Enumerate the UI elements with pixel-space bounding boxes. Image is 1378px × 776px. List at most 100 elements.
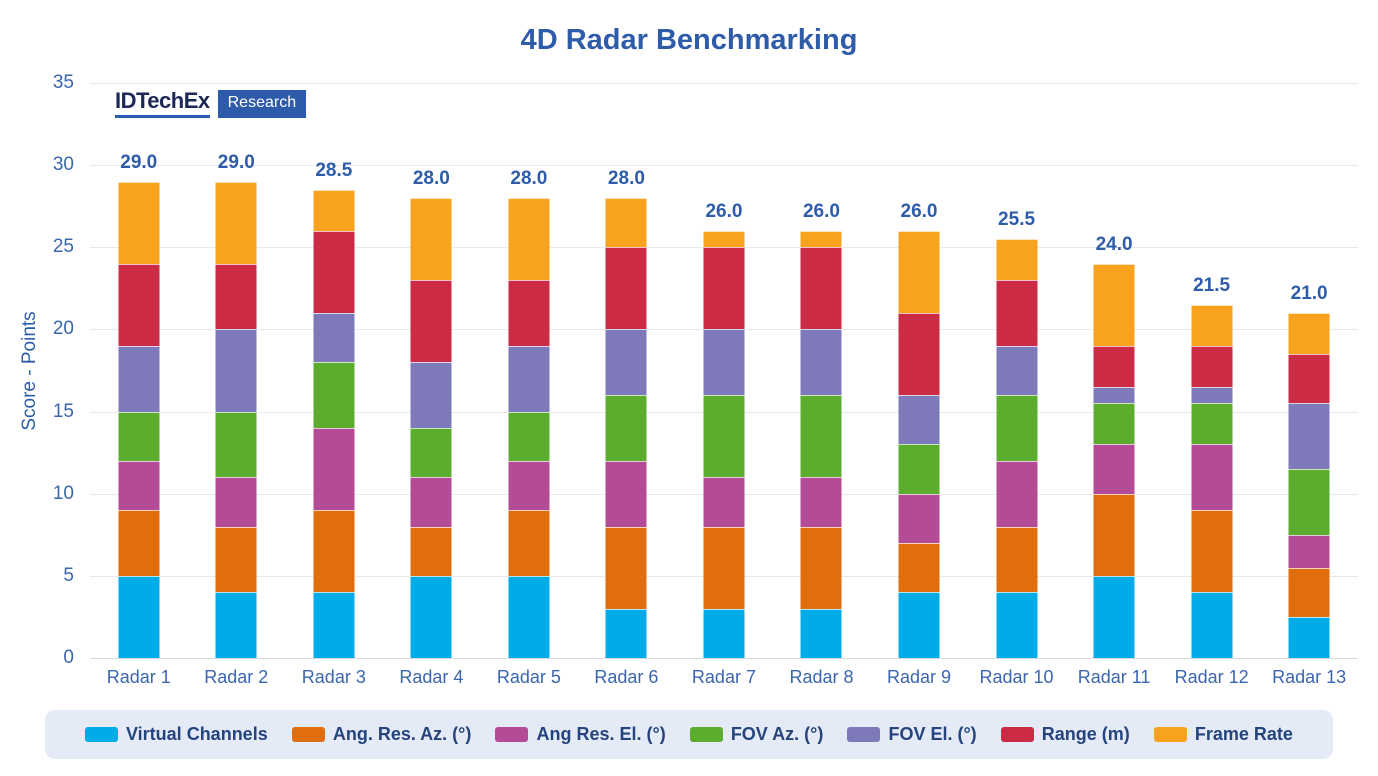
bar-segment [313, 313, 355, 363]
x-axis-label-1: Radar 1 [106, 667, 171, 687]
bar-segment [1093, 403, 1135, 445]
bar-segment [1191, 304, 1233, 346]
y-tick-label-20: 20 [52, 318, 74, 340]
bar-segment [898, 493, 940, 544]
idtechex-research-badge: Research [217, 90, 307, 118]
x-axis-label-3: Radar 3 [301, 667, 366, 687]
chart-title: 4D Radar Benchmarking [520, 24, 858, 56]
bar-segment [410, 477, 452, 527]
legend-label: Frame Rate [1194, 724, 1293, 744]
bar-columns: 29.0 29.0 28.5 28.0 28.0 28.0 26.0 26.0 26.0 25.5… [90, 83, 1358, 658]
stacked-bar-3 [313, 83, 355, 658]
bar-segment [1288, 567, 1330, 617]
bar-total-label: 29.0 [120, 151, 158, 173]
bar-segment [898, 395, 940, 445]
bar-segment [313, 510, 355, 593]
bar-segment [1191, 444, 1233, 511]
bar-segment [703, 395, 745, 478]
bar-column-3: 28.5 [285, 83, 383, 658]
x-axis-label-13: Radar 13 [1272, 667, 1347, 687]
bar-segment [508, 198, 550, 281]
bar-segment [1093, 263, 1135, 346]
bar-segment [215, 526, 257, 593]
bar-segment [508, 575, 550, 658]
bar-segment [703, 247, 745, 330]
bar-segment [313, 189, 355, 231]
bar-segment [1288, 616, 1330, 658]
x-axis-label-9: Radar 9 [886, 667, 952, 687]
legend-label: Ang. Res. Az. (°) [332, 724, 472, 744]
bar-segment [1288, 469, 1330, 535]
y-tick-label-15: 15 [52, 400, 74, 422]
x-axis-label-11: Radar 11 [1077, 667, 1151, 687]
stacked-bar-1 [118, 83, 160, 658]
bar-segment [1288, 313, 1330, 355]
bar-segment [898, 230, 940, 314]
y-tick-label-5: 5 [63, 564, 74, 586]
bar-segment [605, 329, 647, 396]
bar-segment [1191, 403, 1233, 445]
legend-item: Ang. Res. Az. (°) [291, 724, 472, 745]
bar-total-label: 21.0 [1290, 283, 1328, 304]
bar-segment [1093, 575, 1135, 658]
bar-segment [605, 247, 647, 330]
bar-column-5: 28.0 [480, 83, 578, 658]
bar-total-label: 28.0 [510, 168, 548, 189]
gridline-35 [90, 83, 1358, 84]
bar-segment [118, 263, 160, 346]
bar-segment [703, 230, 745, 248]
bar-segment [410, 280, 452, 363]
bar-segment [313, 592, 355, 658]
stacked-bar-10 [996, 83, 1038, 658]
stacked-bar-12 [1191, 83, 1233, 658]
bar-segment [215, 181, 257, 264]
bar-segment [410, 575, 452, 658]
gridline-0 [90, 658, 1358, 659]
bar-segment [996, 239, 1038, 281]
stacked-bar-13 [1288, 83, 1330, 658]
x-axis-labels: Radar 1 Radar 2 Radar 3 Radar 4 Radar 5 Radar… [90, 667, 1358, 688]
y-axis-tick-labels: 0 5 10 15 20 25 30 35 [0, 72, 74, 668]
bar-column-8: 26.0 [773, 83, 871, 658]
bar-segment [605, 198, 647, 248]
legend-swatch-icon [1000, 727, 1034, 742]
plot-area: 29.0 29.0 28.5 28.0 28.0 28.0 26.0 26.0 26.0 25.5… [90, 83, 1358, 659]
bar-segment [118, 460, 160, 511]
bar-segment [996, 280, 1038, 346]
x-axis-label-5: Radar 5 [496, 667, 561, 687]
stacked-bar-2 [215, 83, 257, 658]
x-axis-label-2: Radar 2 [204, 667, 269, 687]
bar-segment [215, 592, 257, 658]
legend: Virtual Channels Ang. Res. Az. (°) Ang Res… [45, 710, 1333, 759]
x-axis-label-7: Radar 7 [691, 667, 756, 687]
bar-column-10: 25.5 [968, 83, 1066, 658]
legend-label: Range (m) [1041, 724, 1130, 744]
bar-segment [605, 526, 647, 609]
bar-column-7: 26.0 [675, 83, 773, 658]
bar-segment [800, 230, 842, 248]
bar-total-label: 24.0 [1095, 233, 1133, 255]
bar-segment [1093, 386, 1135, 404]
bar-segment [1288, 354, 1330, 404]
bar-segment [410, 362, 452, 429]
legend-swatch-icon [847, 727, 881, 742]
bar-total-label: 21.5 [1193, 274, 1231, 296]
stacked-bar-7 [703, 83, 745, 658]
bar-total-label: 28.0 [412, 168, 450, 189]
legend-item: Virtual Channels [85, 724, 268, 745]
bar-segment [508, 345, 550, 412]
bar-segment [703, 329, 745, 396]
bar-segment [1288, 534, 1330, 568]
bar-segment [410, 198, 452, 281]
bar-segment [800, 329, 842, 396]
legend-label: Ang Res. El. (°) [536, 724, 666, 744]
legend-label: FOV El. (°) [888, 724, 977, 744]
bar-segment [1191, 386, 1233, 404]
bar-total-label: 25.5 [998, 209, 1036, 231]
bar-segment [508, 411, 550, 461]
bar-segment [800, 477, 842, 527]
y-tick-label-25: 25 [52, 236, 74, 258]
bar-segment [1191, 510, 1233, 593]
bar-segment [703, 608, 745, 658]
